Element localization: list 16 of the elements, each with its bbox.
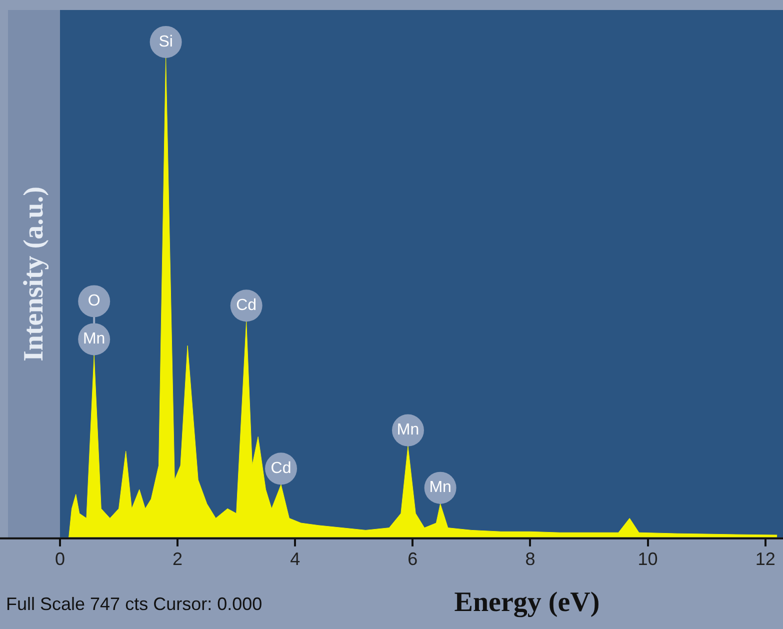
x-axis-title: Energy (eV) (454, 587, 600, 618)
x-tick-label: 0 (54, 549, 66, 570)
annotation: Mn (429, 479, 452, 496)
annotation: O (88, 292, 100, 310)
annotation: Si (158, 33, 173, 50)
annotation: Cd (270, 460, 292, 478)
x-tick-label: 10 (638, 549, 658, 570)
x-tick-label: 12 (755, 549, 776, 570)
x-tick-label: 6 (408, 549, 418, 570)
x-tick-label: 8 (525, 549, 536, 570)
y-axis-title: Intensity (a.u.) (18, 186, 50, 362)
text: Full Scale 747 cts Cursor: 0.000 (6, 594, 262, 614)
annotation: Mn (396, 422, 420, 439)
annotation: Cd (236, 297, 257, 314)
x-tick-label: 4 (290, 549, 300, 570)
x-tick-label: 2 (172, 549, 183, 570)
